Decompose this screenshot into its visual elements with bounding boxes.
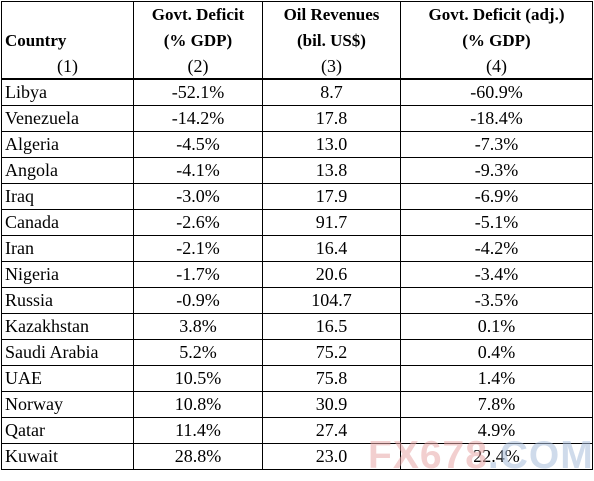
value-cell: -4.5%: [133, 131, 263, 158]
value-cell: 27.4: [262, 417, 401, 444]
value-cell: -5.1%: [400, 209, 593, 236]
value-cell: -2.6%: [133, 209, 263, 236]
country-cell: Iraq: [1, 183, 134, 210]
country-cell: Russia: [1, 287, 134, 314]
value-cell: 0.4%: [400, 339, 593, 366]
header-cell: (4): [400, 54, 593, 80]
table-row: Venezuela -14.2% 17.8 -18.4%: [1, 105, 593, 132]
header-cell: (% GDP): [133, 28, 263, 54]
table-row: Russia -0.9% 104.7 -3.5%: [1, 287, 593, 314]
value-cell: 13.0: [262, 131, 401, 158]
value-cell: 4.9%: [400, 417, 593, 444]
country-cell: Saudi Arabia: [1, 339, 134, 366]
table-row: Kuwait 28.8% 23.0 22.4%: [1, 443, 593, 470]
value-cell: 7.8%: [400, 391, 593, 418]
value-cell: -7.3%: [400, 131, 593, 158]
value-cell: -60.9%: [400, 78, 593, 106]
value-cell: 8.7: [262, 78, 401, 106]
table-row: Saudi Arabia 5.2% 75.2 0.4%: [1, 339, 593, 366]
table-row: UAE 10.5% 75.8 1.4%: [1, 365, 593, 392]
table-row: Angola -4.1% 13.8 -9.3%: [1, 157, 593, 184]
table-body: Libya -52.1% 8.7 -60.9% Venezuela -14.2% 17.8-…: [1, 78, 593, 470]
value-cell: 3.8%: [133, 313, 263, 340]
value-cell: 1.4%: [400, 365, 593, 392]
value-cell: 0.1%: [400, 313, 593, 340]
value-cell: 75.8: [262, 365, 401, 392]
value-cell: -1.7%: [133, 261, 263, 288]
value-cell: 22.4%: [400, 443, 593, 470]
value-cell: -18.4%: [400, 105, 593, 132]
header-cell: Govt. Deficit: [133, 1, 263, 28]
country-cell: Venezuela: [1, 105, 134, 132]
header-cell: Oil Revenues: [262, 1, 401, 28]
table-row: Iran -2.1% 16.4 -4.2%: [1, 235, 593, 262]
value-cell: 30.9: [262, 391, 401, 418]
header-row-2: Country (% GDP) (bil. US$) (% GDP): [1, 28, 593, 54]
table-row: Qatar 11.4% 27.4 4.9%: [1, 417, 593, 444]
header-cell: (2): [133, 54, 263, 80]
value-cell: -2.1%: [133, 235, 263, 262]
value-cell: 11.4%: [133, 417, 263, 444]
value-cell: 5.2%: [133, 339, 263, 366]
value-cell: 16.4: [262, 235, 401, 262]
value-cell: 10.5%: [133, 365, 263, 392]
value-cell: -3.5%: [400, 287, 593, 314]
value-cell: 75.2: [262, 339, 401, 366]
header-row-3: (1) (2) (3) (4): [1, 54, 593, 80]
country-cell: Kazakhstan: [1, 313, 134, 340]
header-cell: Govt. Deficit (adj.): [400, 1, 593, 28]
value-cell: -9.3%: [400, 157, 593, 184]
country-cell: Algeria: [1, 131, 134, 158]
deficit-table: Govt. Deficit Oil Revenues Govt. Deficit…: [1, 1, 593, 470]
country-cell: UAE: [1, 365, 134, 392]
value-cell: 20.6: [262, 261, 401, 288]
header-row-1: Govt. Deficit Oil Revenues Govt. Deficit…: [1, 1, 593, 28]
header-cell: Country: [1, 28, 134, 54]
value-cell: -4.1%: [133, 157, 263, 184]
country-cell: Kuwait: [1, 443, 134, 470]
table-row: Nigeria -1.7% 20.6 -3.4%: [1, 261, 593, 288]
table-row: Kazakhstan 3.8% 16.5 0.1%: [1, 313, 593, 340]
value-cell: -14.2%: [133, 105, 263, 132]
country-cell: Qatar: [1, 417, 134, 444]
header-cell: (1): [1, 54, 134, 80]
value-cell: -4.2%: [400, 235, 593, 262]
value-cell: 10.8%: [133, 391, 263, 418]
header-cell: (3): [262, 54, 401, 80]
value-cell: 17.8: [262, 105, 401, 132]
value-cell: 17.9: [262, 183, 401, 210]
table-row: Norway 10.8% 30.9 7.8%: [1, 391, 593, 418]
table-row: Algeria -4.5% 13.0 -7.3%: [1, 131, 593, 158]
header-cell: (% GDP): [400, 28, 593, 54]
value-cell: 16.5: [262, 313, 401, 340]
country-cell: Nigeria: [1, 261, 134, 288]
header-cell: (bil. US$): [262, 28, 401, 54]
table-row: Canada -2.6% 91.7 -5.1%: [1, 209, 593, 236]
value-cell: -52.1%: [133, 78, 263, 106]
value-cell: -3.4%: [400, 261, 593, 288]
header-cell: [1, 1, 134, 28]
country-cell: Canada: [1, 209, 134, 236]
value-cell: 28.8%: [133, 443, 263, 470]
value-cell: 23.0: [262, 443, 401, 470]
value-cell: -3.0%: [133, 183, 263, 210]
value-cell: 13.8: [262, 157, 401, 184]
country-cell: Norway: [1, 391, 134, 418]
table-row: Iraq -3.0% 17.9 -6.9%: [1, 183, 593, 210]
country-cell: Angola: [1, 157, 134, 184]
country-cell: Iran: [1, 235, 134, 262]
table-row: Libya -52.1% 8.7 -60.9%: [1, 78, 593, 106]
value-cell: 104.7: [262, 287, 401, 314]
country-cell: Libya: [1, 78, 134, 106]
value-cell: -6.9%: [400, 183, 593, 210]
value-cell: -0.9%: [133, 287, 263, 314]
value-cell: 91.7: [262, 209, 401, 236]
